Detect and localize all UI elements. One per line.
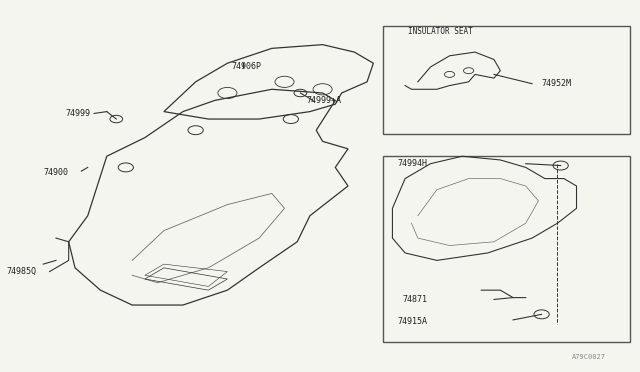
Text: 74999: 74999 [66, 109, 91, 118]
Text: 74985Q: 74985Q [7, 267, 37, 276]
Text: 74915A: 74915A [397, 317, 428, 326]
Text: 74994H: 74994H [397, 159, 428, 168]
Text: INSULATOR SEAT: INSULATOR SEAT [408, 27, 473, 36]
Text: 74906P: 74906P [232, 62, 261, 71]
Bar [383, 156, 630, 342]
Text: 74871: 74871 [403, 295, 428, 304]
Text: A79C0027: A79C0027 [572, 354, 606, 360]
Text: 74999+A: 74999+A [307, 96, 342, 105]
Text: 74952M: 74952M [541, 79, 572, 88]
Bar [383, 26, 630, 134]
Text: 74900: 74900 [44, 169, 68, 177]
